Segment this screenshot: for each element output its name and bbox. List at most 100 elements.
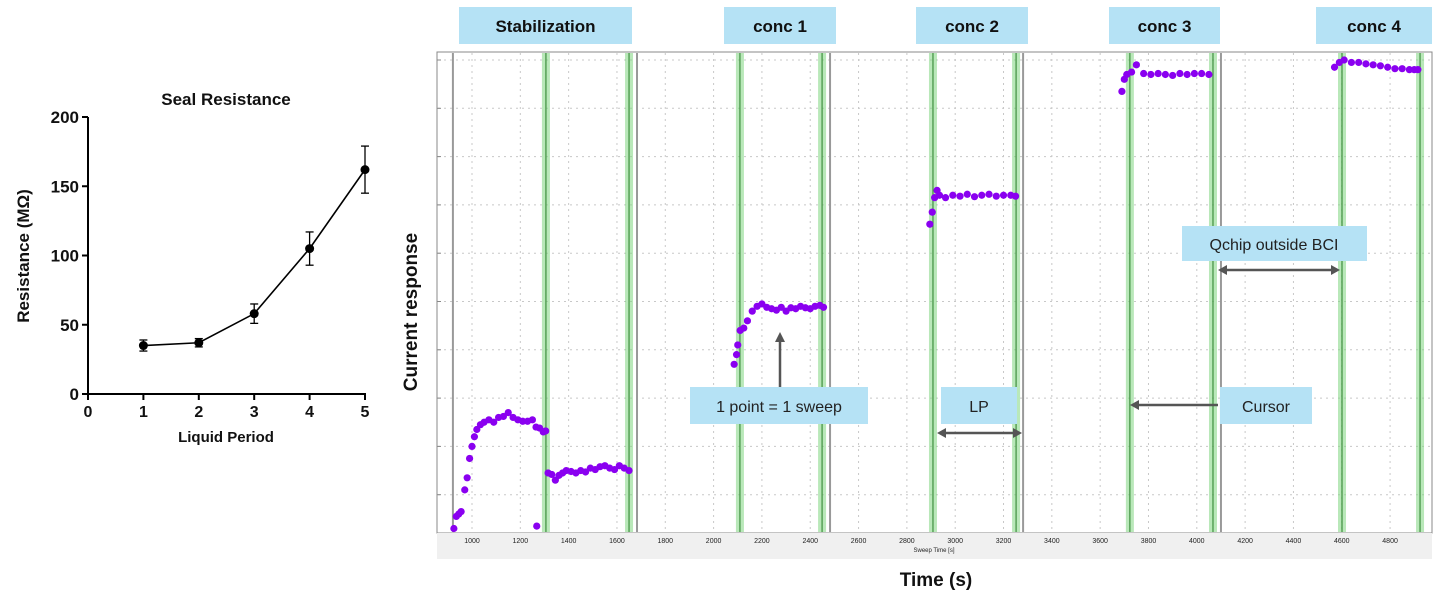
sweep-point xyxy=(470,433,479,441)
sweep-point xyxy=(1355,58,1363,67)
arrow-left-icon xyxy=(1130,400,1139,410)
phase-label: conc 2 xyxy=(945,17,999,36)
x-tick-label: 2200 xyxy=(754,538,770,545)
sweep-point xyxy=(928,208,936,216)
x-tick-label: 4600 xyxy=(1334,538,1350,545)
phase-label-box xyxy=(724,7,836,44)
sweep-point xyxy=(1169,71,1177,80)
sweep-point xyxy=(740,324,748,332)
sweep-point xyxy=(935,191,944,199)
x-tick-label: 3400 xyxy=(1044,538,1060,545)
sweep-point xyxy=(1154,69,1162,78)
sweep-point xyxy=(1376,62,1385,70)
sweep-point xyxy=(1398,65,1406,73)
sweep-point xyxy=(1384,63,1392,71)
sweep-point xyxy=(468,442,476,450)
phase-label: Stabilization xyxy=(495,17,595,36)
sweep-point xyxy=(978,191,986,199)
x-tick-label: 4800 xyxy=(1382,538,1398,545)
sweep-point xyxy=(504,408,512,417)
sweep-point xyxy=(941,194,950,202)
x-tick-label: 1000 xyxy=(464,538,480,545)
sweep-point xyxy=(926,220,934,228)
y-tick-label: 200 xyxy=(51,108,79,127)
sweep-point xyxy=(1012,192,1020,200)
sweep-point xyxy=(1347,58,1356,67)
sweep-point xyxy=(1118,87,1126,95)
sweep-point xyxy=(970,193,979,201)
annotation-text: 1 point = 1 sweep xyxy=(716,399,842,416)
x-tick-label: 4000 xyxy=(1189,538,1205,545)
y-tick-label: 100 xyxy=(51,247,79,266)
sweep-point xyxy=(457,508,465,516)
arrow-right-icon xyxy=(1331,265,1340,275)
x-tick-label: 3 xyxy=(250,404,259,421)
sweep-point xyxy=(465,454,474,463)
sweep-point xyxy=(1147,70,1155,79)
annotation-box xyxy=(690,387,868,424)
sweep-point xyxy=(1127,68,1136,76)
x-tick-label: 2400 xyxy=(802,538,818,545)
y-tick-label: 150 xyxy=(51,177,79,196)
x-tick-label: 4400 xyxy=(1286,538,1302,545)
left-y-axis-label: Resistance (MΩ) xyxy=(14,189,33,323)
annotation-box xyxy=(1220,387,1312,424)
sweep-point xyxy=(992,192,1000,200)
x-axis-strip xyxy=(437,533,1432,559)
sweep-point xyxy=(949,191,957,199)
x-tick-label: 1400 xyxy=(561,538,577,545)
annotation-qchip: Qchip outside BCI xyxy=(1182,226,1367,275)
data-point xyxy=(360,165,370,175)
sweep-point xyxy=(581,468,590,476)
data-point xyxy=(249,309,259,319)
sweep-point xyxy=(1340,56,1348,64)
sweep-point xyxy=(748,307,756,315)
x-axis-label: Time (s) xyxy=(900,570,973,591)
x-tick-label: 3000 xyxy=(947,538,963,545)
sweep-point xyxy=(732,351,741,359)
x-tick-label: 2000 xyxy=(706,538,722,545)
x-tick-label: 2800 xyxy=(899,538,915,545)
y-tick-label: 50 xyxy=(60,316,79,335)
sweep-point xyxy=(777,303,785,311)
annotation-box xyxy=(941,387,1017,424)
sweep-point xyxy=(1176,69,1184,78)
sweep-point xyxy=(528,416,537,424)
annotation-cursor: Cursor xyxy=(1130,387,1312,424)
x-tick-label: 2600 xyxy=(851,538,867,545)
sweep-point xyxy=(999,191,1008,199)
phase-label-box xyxy=(1109,7,1220,44)
left-chart-title: Seal Resistance xyxy=(161,90,290,109)
sweep-point xyxy=(450,524,458,533)
sweep-point xyxy=(730,360,738,368)
x-tick-label: 4200 xyxy=(1237,538,1253,545)
x-tick-label: 1200 xyxy=(513,538,529,545)
sweep-point xyxy=(1140,69,1148,78)
phase-label-box xyxy=(1316,7,1432,44)
current-response-chart: 1000 1200 1400 1600 1800 2000 2200 2400 2600 2800… xyxy=(401,7,1433,591)
x-tick-label: 2 xyxy=(194,404,203,421)
x-tick-label: 1600 xyxy=(609,538,625,545)
sweep-point xyxy=(542,427,550,435)
sweep-point xyxy=(533,522,541,530)
sweep-point xyxy=(734,341,742,349)
phase-label: conc 3 xyxy=(1138,17,1192,36)
x-tick-label: 3800 xyxy=(1141,538,1157,545)
sweep-point xyxy=(490,418,498,426)
x-tick-label: 3200 xyxy=(996,538,1012,545)
annotation-text: LP xyxy=(969,399,989,416)
annotation-lp: LP xyxy=(937,387,1022,438)
sweep-point xyxy=(819,303,828,311)
sweep-point xyxy=(625,466,633,475)
sweep-point xyxy=(1132,61,1140,69)
arrow-up-icon xyxy=(775,332,785,342)
left-x-axis-label: Liquid Period xyxy=(178,429,274,446)
annotation-text: Cursor xyxy=(1242,399,1291,416)
x-tick-label: 4 xyxy=(305,404,314,421)
sweep-point xyxy=(548,470,556,479)
phase-label: conc 4 xyxy=(1347,17,1401,36)
x-tick-label: 0 xyxy=(84,404,93,421)
sweep-point xyxy=(461,486,469,494)
x-tick-label: 5 xyxy=(361,404,370,421)
arrow-left-icon xyxy=(1218,265,1227,275)
